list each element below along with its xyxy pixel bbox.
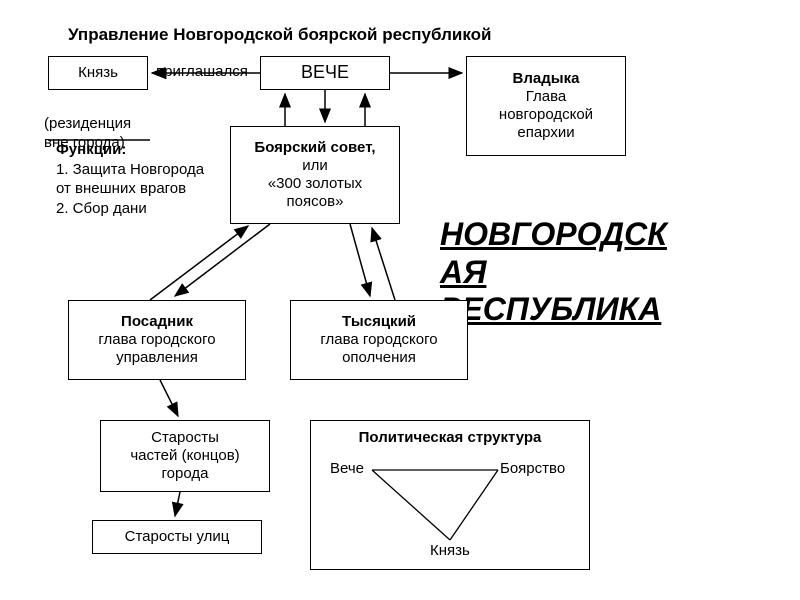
vladyka-label: Владыка xyxy=(473,70,619,88)
sovet-l1: Боярский совет, xyxy=(237,139,393,157)
diagram-title-text: Управление Новгородской боярской республ… xyxy=(68,25,491,44)
label-invited: приглашался xyxy=(156,62,248,82)
functions-item-1: 1. Защита Новгорода от внешних врагов xyxy=(56,160,204,199)
posadnik-sub: глава городского управления xyxy=(75,331,239,367)
sovet-l2: или xyxy=(237,157,393,175)
starosty-ulits-label: Старосты улиц xyxy=(99,528,255,546)
functions-block: Функции: 1. Защита Новгорода от внешних … xyxy=(56,140,204,218)
box-starosty-ulits: Старосты улиц xyxy=(92,520,262,554)
functions-heading: Функции: xyxy=(56,140,204,160)
diagram-title: Управление Новгородской боярской республ… xyxy=(68,24,491,46)
box-tysyatsky: Тысяцкий глава городского ополчения xyxy=(290,300,468,380)
polit-heading: Политическая структура xyxy=(317,429,583,447)
vladyka-sub: Глава новгородской епархии xyxy=(473,88,619,142)
box-vladyka: Владыка Глава новгородской епархии xyxy=(466,56,626,156)
main-title: НОВГОРОДСК АЯ РЕСПУБЛИКА xyxy=(440,178,667,329)
polit-veche: Вече xyxy=(330,460,364,477)
tysyatsky-sub: глава городского ополчения xyxy=(297,331,461,367)
starosty-kontsov-label: Старосты частей (концов) города xyxy=(107,429,263,483)
polit-boyarstvo: Боярство xyxy=(500,460,565,477)
knyaz-label: Князь xyxy=(55,64,141,82)
sovet-l4: поясов» xyxy=(237,193,393,211)
functions-item-2: 2. Сбор дани xyxy=(56,199,204,219)
polit-knyaz: Князь xyxy=(430,542,470,559)
sovet-l3: «300 золотых xyxy=(237,175,393,193)
posadnik-label: Посадник xyxy=(75,313,239,331)
tysyatsky-label: Тысяцкий xyxy=(297,313,461,331)
box-veche: ВЕЧЕ xyxy=(260,56,390,90)
box-sovet: Боярский совет, или «300 золотых поясов» xyxy=(230,126,400,224)
box-knyaz: Князь xyxy=(48,56,148,90)
veche-label: ВЕЧЕ xyxy=(267,62,383,84)
box-starosty-kontsov: Старосты частей (концов) города xyxy=(100,420,270,492)
main-title-text: НОВГОРОДСК АЯ РЕСПУБЛИКА xyxy=(440,216,667,328)
box-posadnik: Посадник глава городского управления xyxy=(68,300,246,380)
invited-text: приглашался xyxy=(156,63,248,80)
